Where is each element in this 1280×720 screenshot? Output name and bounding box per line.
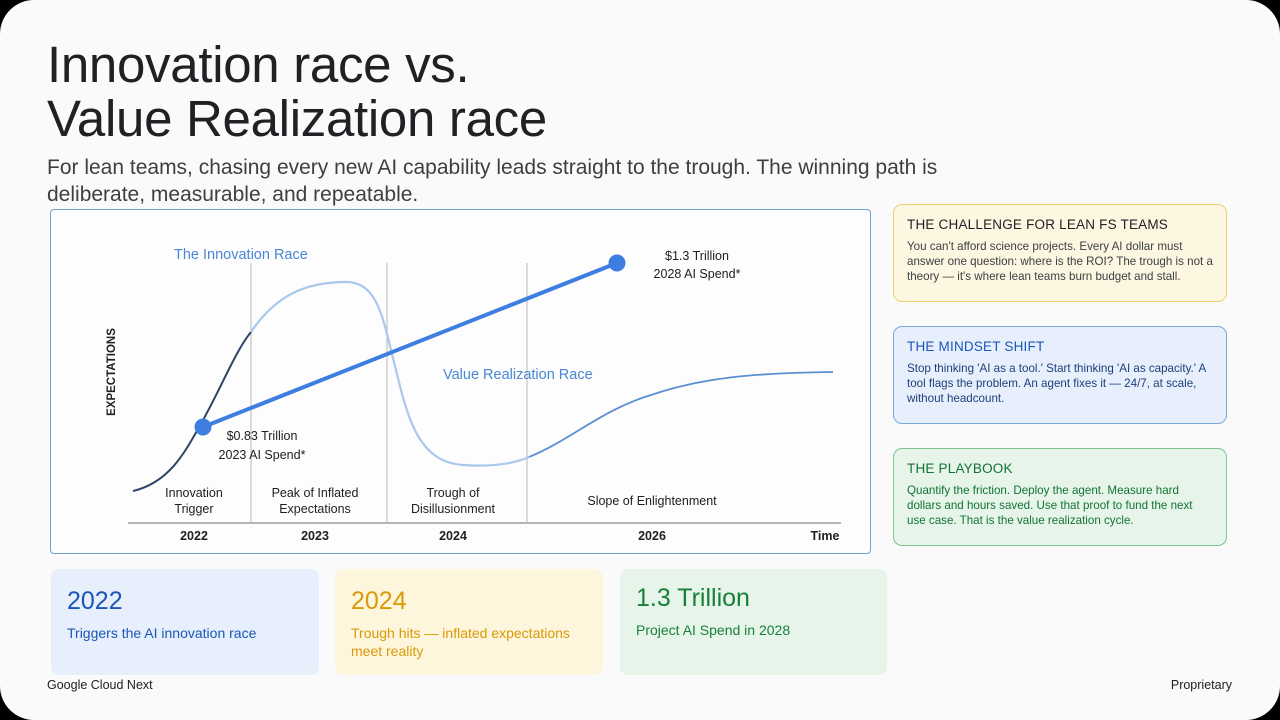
stat-value: 1.3 Trillion: [636, 584, 750, 612]
stat-card-spend: 1.3 Trillion Project AI Spend in 2028: [620, 569, 887, 675]
challenge-card-body: You can't afford science projects. Every…: [907, 240, 1213, 283]
stat-caption: Project AI Spend in 2028: [636, 622, 791, 638]
point-label-2023-caption: 2023 AI Spend*: [219, 448, 306, 462]
mindset-card: THE MINDSET SHIFT Stop thinking 'AI as a…: [893, 326, 1227, 424]
innovation-race-curve-rise: [132, 331, 252, 492]
mindset-card-title: THE MINDSET SHIFT: [907, 339, 1045, 354]
hype-cycle-chart: The Innovation Race Value Realization Ra…: [50, 209, 871, 554]
footer-proprietary: Proprietary: [1170, 678, 1232, 692]
phase-label-slope: Slope of Enlightenment: [587, 494, 717, 508]
title-line-1: Innovation race vs.: [47, 36, 470, 93]
innovation-race-curve-peak: [250, 280, 530, 467]
page-title: Innovation race vs. Value Realization ra…: [47, 38, 947, 146]
playbook-card-body: Quantify the friction. Deploy the agent.…: [907, 484, 1193, 527]
series-label-value-realization: Value Realization Race: [443, 367, 593, 383]
series-label-innovation: The Innovation Race: [174, 247, 308, 263]
x-tick-label: 2024: [439, 529, 467, 543]
stat-card-2022: 2022 Triggers the AI innovation race: [51, 569, 319, 675]
playbook-card-title: THE PLAYBOOK: [907, 461, 1013, 476]
ai-spend-line: [201, 261, 619, 429]
subtitle: For lean teams, chasing every new AI cap…: [47, 156, 938, 206]
mindset-card-body: Stop thinking 'AI as a tool.' Start thin…: [907, 362, 1206, 405]
point-label-2023-value: $0.83 Trillion: [227, 429, 298, 443]
challenge-card-title: THE CHALLENGE FOR LEAN FS TEAMS: [907, 217, 1169, 232]
title-line-2: Value Realization race: [47, 90, 547, 147]
stat-value: 2022: [67, 587, 123, 615]
challenge-card: THE CHALLENGE FOR LEAN FS TEAMS You can'…: [893, 204, 1227, 302]
phase-label-peak: Peak of Inflated Expectations: [272, 486, 359, 516]
stat-caption: Triggers the AI innovation race: [67, 625, 257, 641]
phase-label-innovation-trigger: Innovation Trigger: [165, 486, 223, 516]
stat-card-2024: 2024 Trough hits — inflated expectations…: [335, 569, 603, 675]
chart-svg: The Innovation Race Value Realization Ra…: [106, 247, 841, 543]
playbook-card: THE PLAYBOOK Quantify the friction. Depl…: [893, 448, 1227, 546]
x-tick-label: 2022: [180, 529, 208, 543]
x-tick-label: 2026: [638, 529, 666, 543]
phase-label-trough: Trough of Disillusionment: [411, 486, 496, 516]
ai-spend-point-2028: [608, 254, 626, 272]
footer-brand: Google Cloud Next: [47, 678, 153, 692]
x-tick-label: 2023: [301, 529, 329, 543]
stat-value: 2024: [351, 587, 407, 615]
value-realization-curve: [528, 371, 834, 458]
point-label-2028-value: $1.3 Trillion: [665, 249, 729, 263]
stat-caption: Trough hits — inflated expectations meet…: [351, 625, 570, 659]
y-axis-label: EXPECTATIONS: [106, 328, 118, 416]
ai-spend-point-2023: [194, 418, 212, 436]
x-axis-label: Time: [811, 529, 840, 543]
point-label-2028-caption: 2028 AI Spend*: [654, 267, 741, 281]
